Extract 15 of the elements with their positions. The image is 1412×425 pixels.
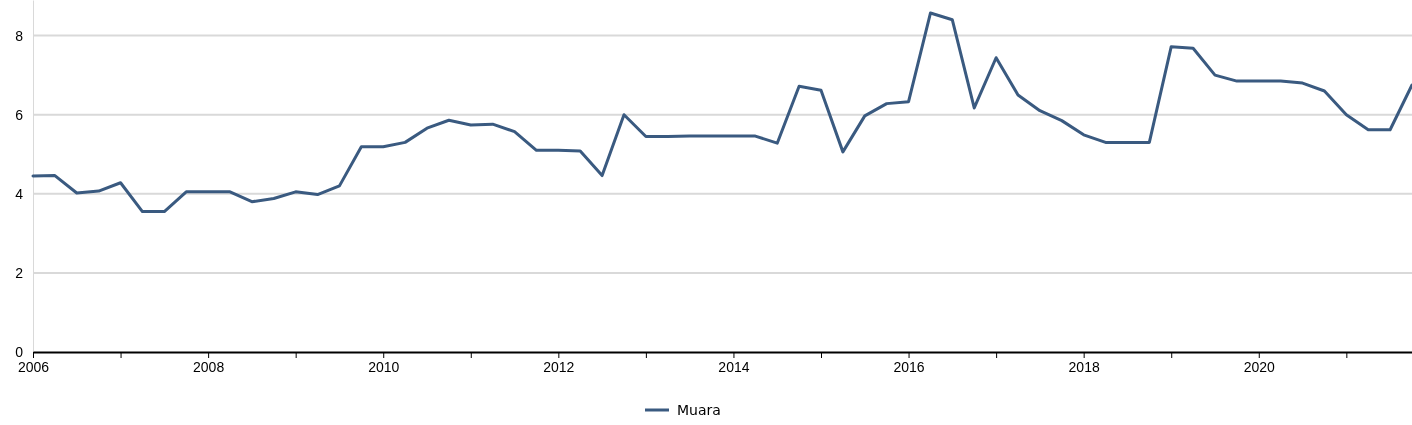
x-tick-label: 2020 [1243,358,1276,375]
x-tick-label: 2008 [193,358,225,375]
y-tick-label: 8 [15,27,24,44]
x-tick-label: 2006 [17,358,50,375]
x-tick-label: 2016 [893,358,925,375]
y-tick-label: 6 [15,106,24,123]
line-series [31,11,1412,214]
legend-label: Muara [677,402,721,418]
x-tick-label: 2018 [1068,358,1100,375]
y-tick-label: 0 [15,343,24,360]
x-tick-label: 2010 [368,358,400,375]
x-tick-label: 2012 [543,358,575,375]
x-tick-label: 2014 [718,358,750,375]
y-tick-label: 2 [15,264,24,281]
y-tick-label: 4 [15,185,24,202]
